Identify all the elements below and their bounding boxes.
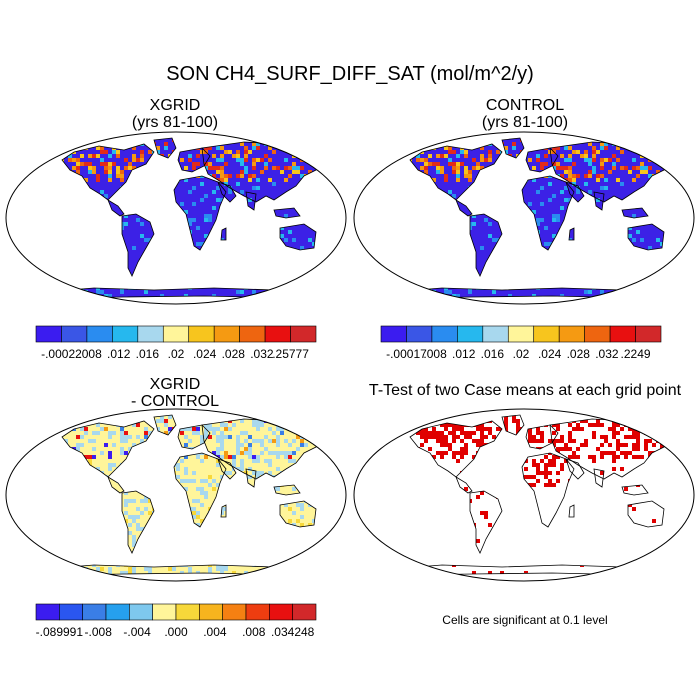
colorbar-label: .016 [481, 347, 505, 361]
colorbar-swatch [507, 325, 535, 343]
colorbar-swatch [199, 603, 223, 621]
colorbar-swatch [380, 325, 407, 343]
colorbar-swatch [269, 603, 293, 621]
colorbar-swatch [431, 325, 458, 343]
map-diff [5, 408, 347, 582]
panel-title-ttest: T-Test of two Case means at each grid po… [368, 382, 682, 399]
colorbar-swatch [290, 325, 317, 343]
colorbar-label: -.089991 [36, 625, 84, 639]
colorbar-swatch [152, 603, 177, 621]
colorbar-swatch [61, 325, 88, 343]
colorbar-label: .004 [203, 625, 227, 639]
map-ttest [353, 408, 695, 582]
colorbar-label: .028 [222, 347, 246, 361]
colorbar-swatch [86, 325, 113, 343]
panel-subtitle-diff: - CONTROL [131, 393, 219, 410]
colorbar-swatch [213, 325, 240, 343]
colorbar-diff: -.089991 -.008 -.004 .000 .004 .008 .034248 [35, 603, 317, 639]
colorbar-swatch [264, 325, 291, 343]
colorbar-swatch [245, 603, 270, 621]
map-border [5, 131, 347, 305]
colorbar-swatch [35, 325, 62, 343]
colorbar-swatch [35, 603, 60, 621]
colorbar-label: .2249 [621, 347, 651, 361]
colorbar-control: -.00017.008 .012 .016 .02 .024 .028 .032.2249 [380, 325, 662, 361]
colorbar-label: .000 [164, 625, 188, 639]
colorbar-xgrid: -.00022.008 .012 .016 .02 .024 .028 .032.25777 [35, 325, 317, 361]
colorbar-label: .028 [567, 347, 591, 361]
colorbar-label: .032 [250, 347, 274, 361]
colorbar-swatch [59, 603, 83, 621]
colorbar-swatch [558, 325, 585, 343]
colorbar-swatch [188, 325, 215, 343]
colorbar-swatch [175, 603, 200, 621]
colorbar-swatch [635, 325, 662, 343]
colorbar-label: .024 [538, 347, 562, 361]
panel-subtitle-control: (yrs 81-100) [481, 114, 569, 131]
colorbar-swatch [129, 603, 153, 621]
colorbar-label: .016 [136, 347, 160, 361]
colorbar-swatch [609, 325, 636, 343]
panel-title-control: CONTROL [485, 97, 565, 114]
panel-subtitle-xgrid: (yrs 81-100) [131, 114, 219, 131]
map-border [5, 408, 347, 582]
colorbar-label: .008 [242, 625, 266, 639]
colorbar-swatch [162, 325, 190, 343]
colorbar-label: -.00022 [41, 347, 82, 361]
colorbar-label: .02 [513, 347, 530, 361]
colorbar-swatch [137, 325, 164, 343]
panel-title-xgrid: XGRID [149, 97, 201, 114]
colorbar-swatch [584, 325, 611, 343]
colorbar-swatch [457, 325, 484, 343]
colorbar-label: -.008 [85, 625, 113, 639]
colorbar-swatch [105, 603, 130, 621]
colorbar-label: .012 [107, 347, 131, 361]
colorbar-label: .034248 [271, 625, 315, 639]
colorbar-label: .008 [78, 347, 102, 361]
colorbar-label: -.004 [123, 625, 151, 639]
map-control [353, 131, 695, 305]
panel-title-diff: XGRID [149, 376, 201, 393]
colorbar-swatch [239, 325, 266, 343]
colorbar-swatch [112, 325, 139, 343]
colorbar-label: -.00017 [386, 347, 427, 361]
map-xgrid [5, 131, 347, 305]
map-border [353, 408, 695, 582]
colorbar-swatch [406, 325, 433, 343]
colorbar-label: .032 [595, 347, 619, 361]
map-border [353, 131, 695, 305]
colorbar-swatch [222, 603, 247, 621]
colorbar-label: .024 [193, 347, 217, 361]
colorbar-label: .25777 [272, 347, 309, 361]
colorbar-swatch [533, 325, 560, 343]
colorbar-swatch [82, 603, 107, 621]
significance-note: Cells are significant at 0.1 level [442, 613, 608, 627]
colorbar-swatch [482, 325, 509, 343]
colorbar-label: .02 [168, 347, 185, 361]
colorbar-label: .012 [452, 347, 476, 361]
figure-title: SON CH4_SURF_DIFF_SAT (mol/m^2/y) [166, 63, 534, 85]
colorbar-swatch [292, 603, 317, 621]
colorbar-label: .008 [423, 347, 447, 361]
